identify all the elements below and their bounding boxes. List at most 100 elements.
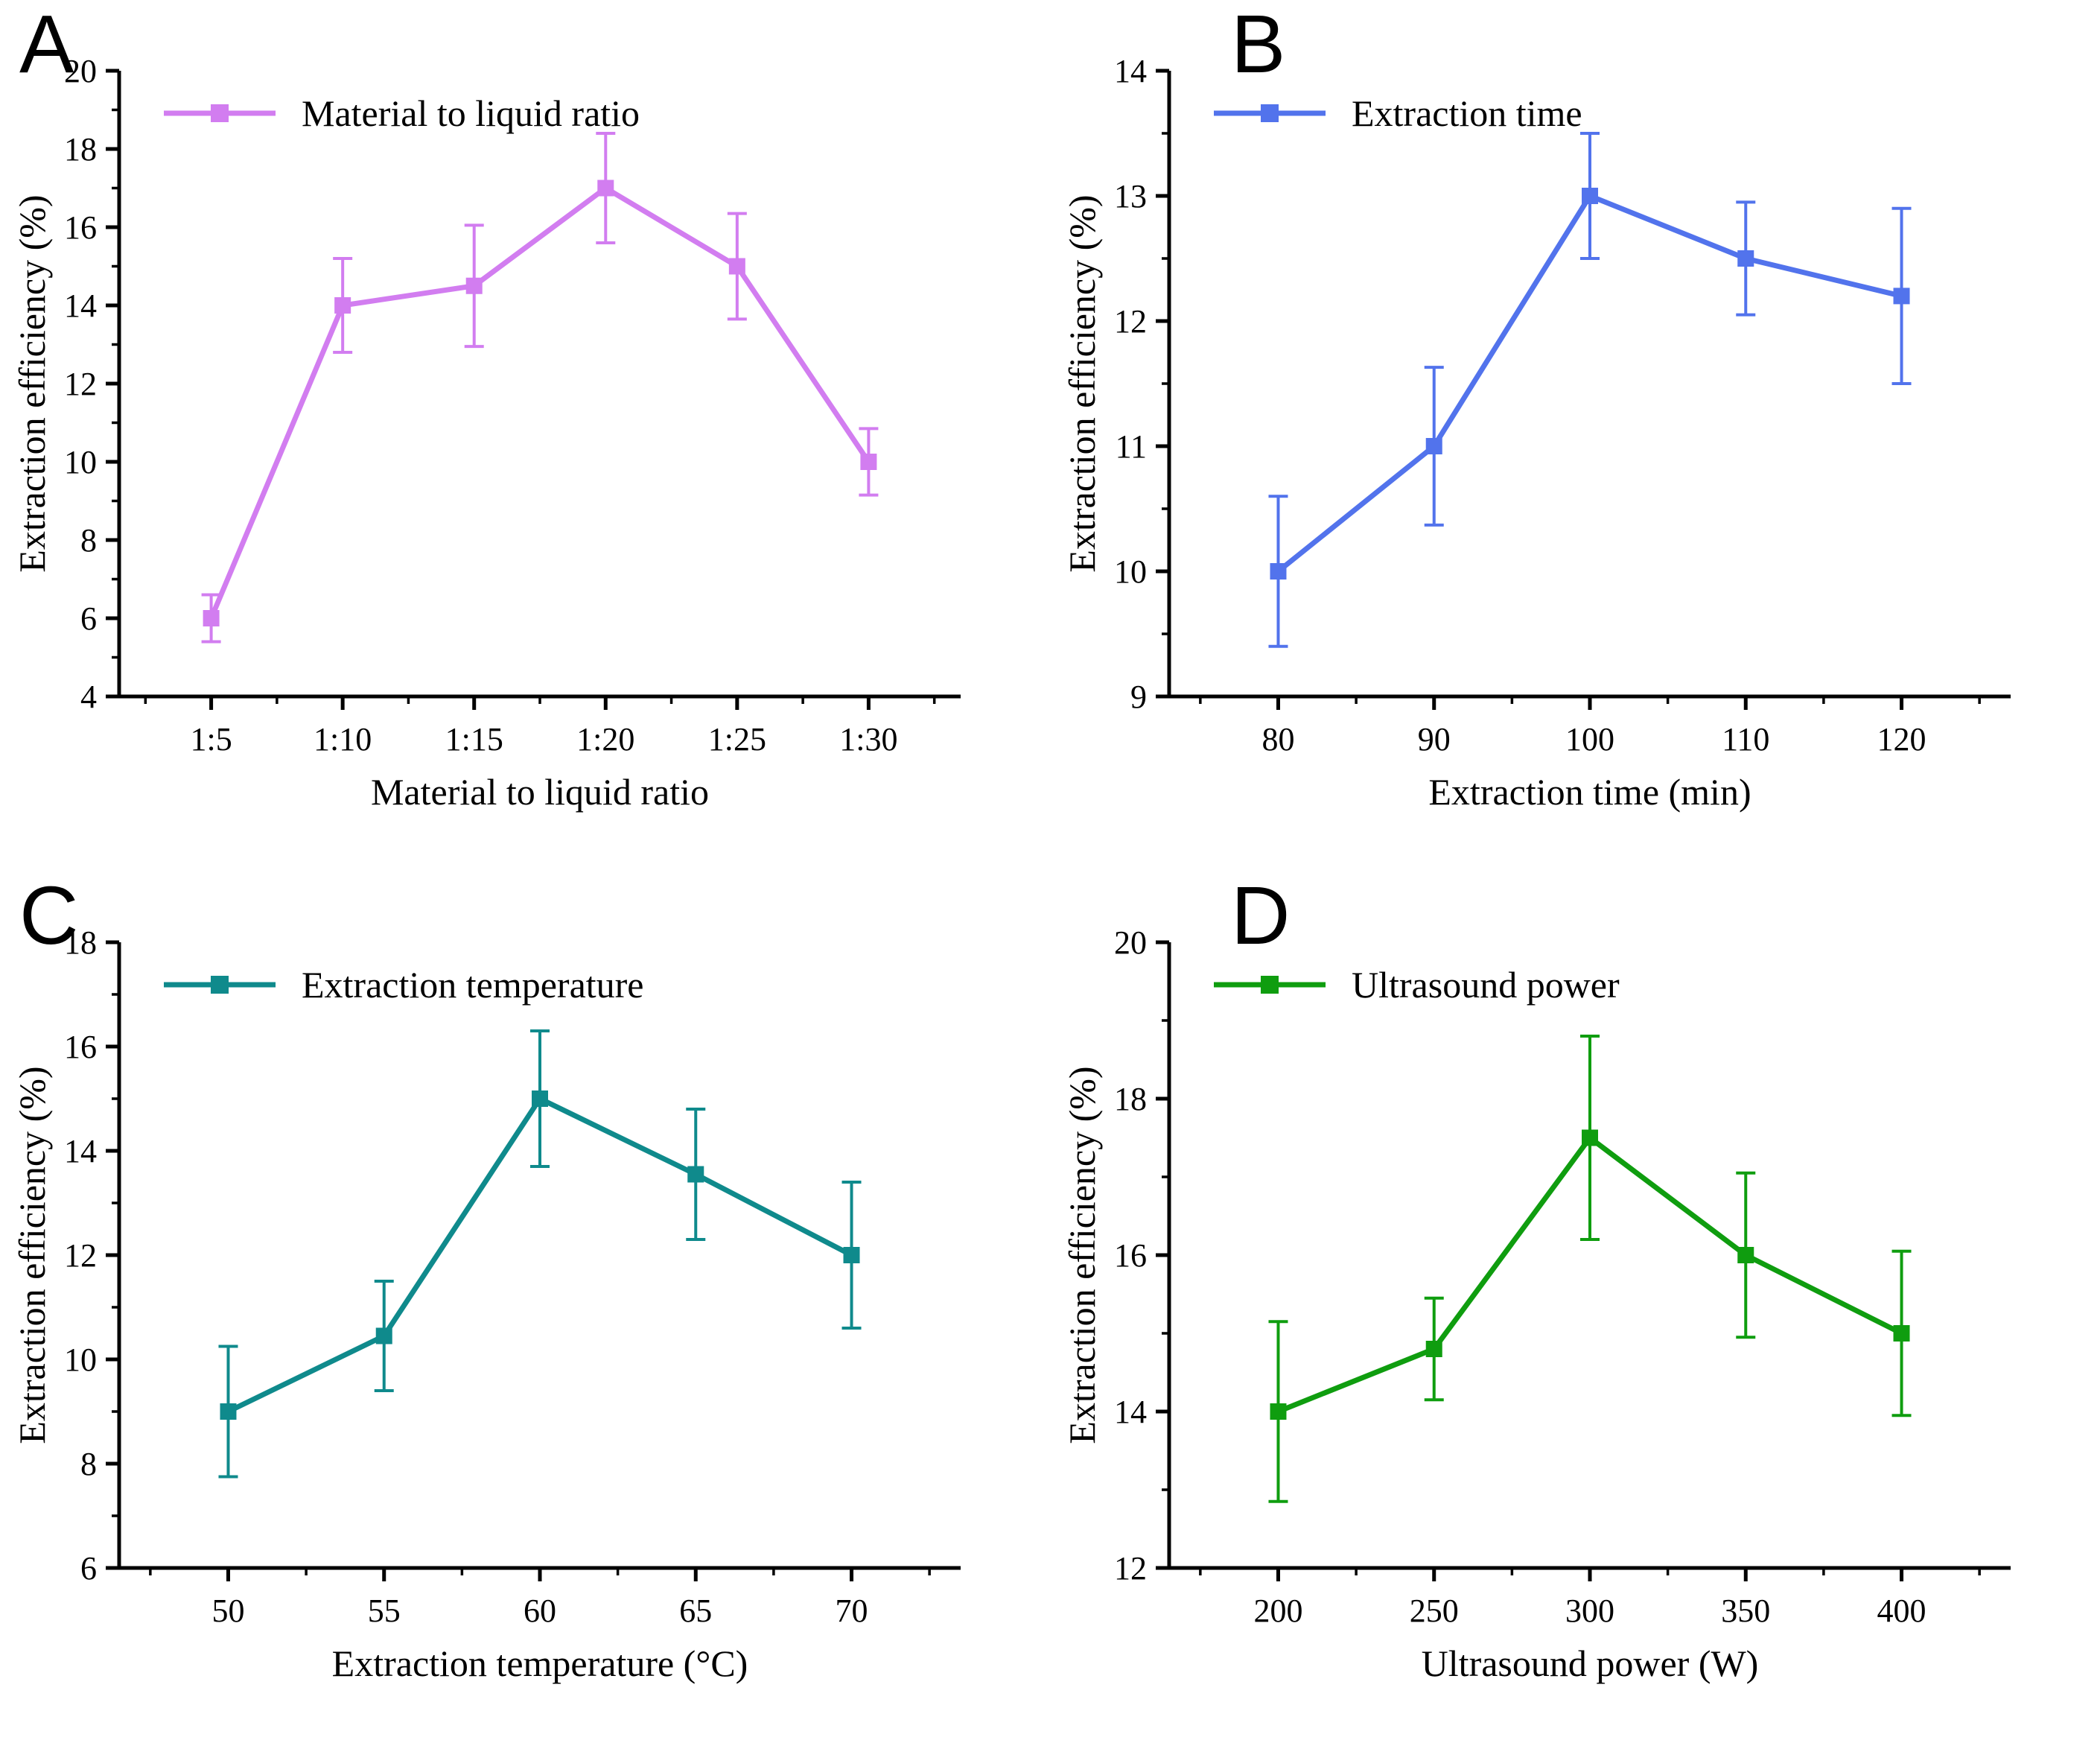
data-point-marker — [860, 454, 877, 470]
x-tick-label: 350 — [1721, 1593, 1770, 1629]
data-point-marker — [220, 1403, 237, 1420]
series-markers — [1270, 1129, 1910, 1420]
chart-ultrasound-power: 12 14 16 18 20 200 250 300 350 400 Ultrasound powe… — [1061, 924, 2011, 1684]
data-point-marker — [843, 1247, 860, 1263]
y-tick-label: 18 — [64, 131, 97, 168]
y-tick-label: 9 — [1130, 679, 1147, 715]
y-axis-label: Extraction efficiency (%) — [1061, 194, 1103, 572]
y-tick-label: 20 — [1114, 924, 1147, 961]
data-point-marker — [1425, 1341, 1442, 1357]
legend-marker-icon — [211, 104, 229, 122]
y-tick-label: 10 — [64, 444, 97, 480]
legend-marker-icon — [1261, 976, 1279, 994]
series-markers — [220, 1090, 860, 1420]
y-tick-label: 18 — [64, 924, 97, 961]
panel-letter-c: C — [19, 870, 79, 962]
legend: Extraction temperature — [164, 964, 644, 1006]
x-tick-label: 200 — [1253, 1593, 1302, 1629]
y-tick-label: 16 — [1114, 1237, 1147, 1274]
chart-extraction-temperature: 6 8 10 12 14 16 18 50 55 60 65 70 Extraction tempera… — [11, 924, 961, 1684]
x-tick-label: 55 — [368, 1593, 401, 1629]
y-tick-label: 4 — [80, 679, 97, 715]
data-point-marker — [375, 1327, 392, 1344]
x-tick-label: 1:15 — [445, 721, 503, 758]
y-axis-ticks: 12 14 16 18 20 — [1114, 924, 1169, 1587]
error-bars — [1268, 132, 1912, 648]
y-tick-label: 8 — [80, 522, 97, 559]
legend-label: Extraction temperature — [302, 964, 644, 1006]
data-point-marker — [1582, 1129, 1598, 1146]
panel-c: C 6 8 10 12 14 16 18 50 55 60 65 70 Extraction tempe… — [0, 872, 1050, 1743]
data-point-marker — [1893, 288, 1910, 305]
data-point-marker — [334, 297, 351, 314]
legend: Ultrasound power — [1214, 964, 1620, 1006]
panel-d: D 12 14 16 18 20 200 250 300 350 400 Ultrasound po… — [1050, 872, 2100, 1743]
panel-letter-a: A — [19, 0, 74, 90]
chart-extraction-time: 9 10 11 12 13 14 80 90 100 110 120 Extraction time … — [1061, 53, 2011, 813]
x-tick-label: 50 — [211, 1593, 244, 1629]
data-point-marker — [1270, 563, 1287, 580]
panel-b: B 9 10 11 12 13 14 80 90 100 110 120 Extraction tim… — [1050, 0, 2100, 872]
x-tick-label: 250 — [1410, 1593, 1459, 1629]
data-point-marker — [687, 1166, 704, 1183]
data-point-marker — [728, 258, 745, 275]
x-axis-ticks: 50 55 60 65 70 — [149, 1568, 931, 1629]
x-axis-ticks: 80 90 100 110 120 — [1199, 696, 1981, 758]
y-tick-label: 20 — [64, 53, 97, 89]
y-tick-label: 16 — [64, 1029, 97, 1065]
x-tick-label: 60 — [524, 1593, 556, 1629]
x-tick-label: 110 — [1722, 721, 1769, 758]
error-bars — [201, 132, 879, 644]
legend-marker-icon — [211, 976, 229, 994]
legend-label: Extraction time — [1352, 92, 1582, 134]
y-axis-ticks: 4 6 8 10 12 14 16 18 20 — [64, 53, 119, 715]
legend-label: Material to liquid ratio — [302, 92, 640, 134]
y-tick-label: 12 — [1114, 303, 1147, 340]
x-tick-label: 400 — [1877, 1593, 1926, 1629]
data-point-marker — [203, 610, 220, 626]
y-tick-label: 14 — [1114, 1394, 1147, 1430]
series-line — [209, 185, 871, 620]
y-tick-label: 12 — [64, 1237, 97, 1274]
y-axis-label: Extraction efficiency (%) — [1061, 1066, 1103, 1444]
y-tick-label: 10 — [1114, 553, 1147, 590]
data-point-marker — [597, 180, 614, 197]
data-point-marker — [1737, 250, 1754, 267]
x-tick-label: 300 — [1565, 1593, 1614, 1629]
y-tick-label: 14 — [64, 288, 97, 324]
x-axis-label: Ultrasound power (W) — [1422, 1642, 1759, 1684]
x-axis-label: Material to liquid ratio — [371, 771, 709, 813]
y-tick-label: 12 — [64, 366, 97, 402]
panel-a: A 4 6 8 10 12 14 16 18 20 1:5 1:10 1:15 1:20 1:25 1:30… — [0, 0, 1050, 872]
y-tick-label: 14 — [64, 1133, 97, 1169]
x-tick-label: 70 — [836, 1593, 868, 1629]
data-point-marker — [1582, 188, 1598, 204]
y-tick-label: 6 — [80, 600, 97, 637]
y-axis-ticks: 6 8 10 12 14 16 18 — [64, 924, 119, 1587]
x-tick-label: 1:5 — [190, 721, 232, 758]
legend-marker-icon — [1261, 104, 1279, 122]
data-point-marker — [1270, 1403, 1287, 1420]
y-tick-label: 12 — [1114, 1550, 1147, 1587]
y-tick-label: 18 — [1114, 1081, 1147, 1117]
y-tick-label: 6 — [80, 1550, 97, 1587]
y-tick-label: 13 — [1114, 178, 1147, 215]
x-tick-label: 1:25 — [708, 721, 766, 758]
x-axis-label: Extraction temperature (°C) — [332, 1642, 748, 1684]
legend: Material to liquid ratio — [164, 92, 640, 134]
panel-letter-b: B — [1231, 0, 1286, 90]
legend: Extraction time — [1214, 92, 1582, 134]
y-tick-label: 16 — [64, 209, 97, 246]
y-tick-label: 8 — [80, 1446, 97, 1482]
panel-letter-d: D — [1231, 870, 1291, 962]
data-point-marker — [1737, 1247, 1754, 1263]
data-point-marker — [532, 1090, 548, 1107]
x-tick-label: 100 — [1565, 721, 1614, 758]
x-axis-ticks: 1:5 1:10 1:15 1:20 1:25 1:30 — [144, 696, 936, 758]
data-point-marker — [465, 277, 483, 294]
x-tick-label: 90 — [1418, 721, 1451, 758]
x-tick-label: 65 — [679, 1593, 712, 1629]
chart-material-to-liquid-ratio: 4 6 8 10 12 14 16 18 20 1:5 1:10 1:15 1:20 1:25 1:30 Ma… — [11, 53, 961, 813]
series-markers — [1270, 188, 1910, 580]
